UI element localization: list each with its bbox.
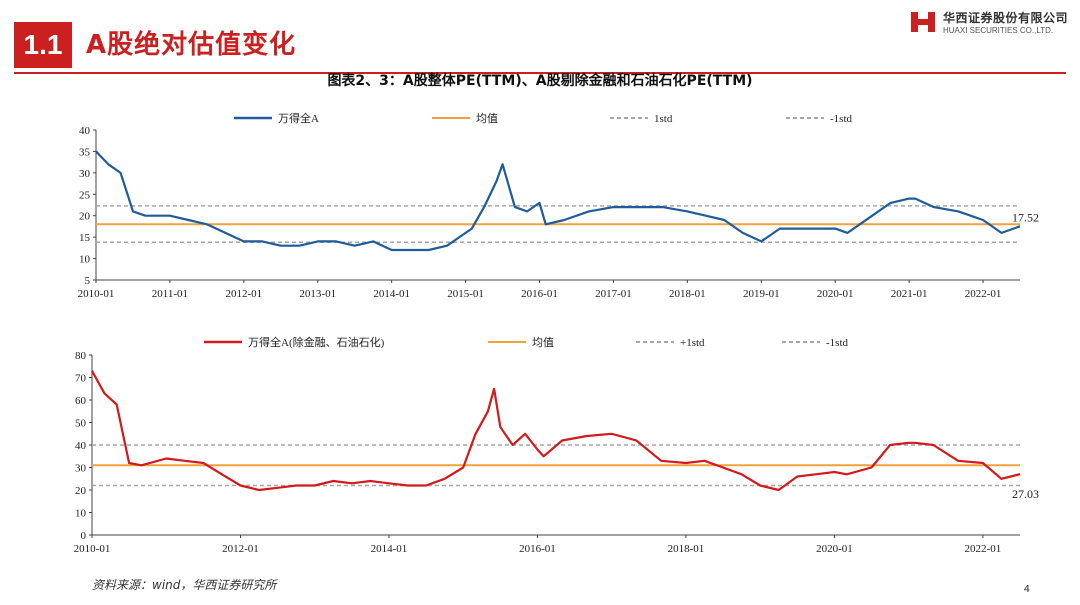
chart1-x-tick-label: 2011-01 <box>152 288 188 300</box>
figure-title: 图表2、3：A股整体PE(TTM)、A股剔除金融和石油石化PE(TTM) <box>327 73 753 89</box>
chart2-y-tick-label: 0 <box>81 530 87 542</box>
chart2-x-tick-label: 2014-01 <box>371 543 408 555</box>
chart2-legend-label-minus-std: -1std <box>826 337 849 349</box>
chart2-x-tick-label: 2016-01 <box>519 543 556 555</box>
chart1-x-tick-label: 2013-01 <box>299 288 336 300</box>
chart1-y-tick-label: 30 <box>79 168 91 180</box>
chart1-y-tick-label: 35 <box>79 146 91 158</box>
company-name-cn: 华西证券股份有限公司 <box>942 11 1068 25</box>
chart2-legend-label-series: 万得全A(除金融、石油石化) <box>248 335 385 349</box>
chart1-legend-label-series: 万得全A <box>278 111 319 125</box>
data-source-note: 资料来源：wind，华西证券研究所 <box>92 578 277 592</box>
chart2-x-tick-label: 2020-01 <box>816 543 853 555</box>
chart1-legend-label-mean: 均值 <box>476 112 498 125</box>
chart1-series-line <box>95 150 1021 252</box>
chart1-x-tick-label: 2019-01 <box>743 288 780 300</box>
chart1-y-tick-label: 10 <box>79 254 91 266</box>
chart1-x-tick-label: 2017-01 <box>595 288 632 300</box>
chart1-y-tick-label: 15 <box>79 232 91 244</box>
page-number: 4 <box>1023 584 1030 595</box>
chart2-legend-label-plus-std: +1std <box>680 337 705 349</box>
chart1-x-tick-label: 2022-01 <box>965 288 1002 300</box>
chart2-y-tick-label: 70 <box>75 373 87 385</box>
chart2-series-line <box>91 370 1021 492</box>
chart1-x-tick-label: 2016-01 <box>521 288 558 300</box>
chart1-legend-label-minus-std: -1std <box>830 113 853 125</box>
chart1-x-tick-label: 2018-01 <box>669 288 706 300</box>
chart2-legend-label-mean: 均值 <box>532 336 554 349</box>
chart1-x-tick-label: 2015-01 <box>447 288 484 300</box>
chart1-x-tick-label: 2010-01 <box>78 288 115 300</box>
pe-ttm-chart-all-a: 5 10 15 20 25 30 35 40 2010-01 2011-01 2012-01 2013… <box>78 111 1039 300</box>
chart1-legend-label-plus-std: 1std <box>654 113 673 125</box>
company-name-en: HUAXI SECURITIES CO.,LTD. <box>942 26 1054 35</box>
chart2-y-tick-label: 50 <box>75 418 87 430</box>
chart2-y-tick-label: 10 <box>75 508 87 520</box>
header-divider <box>14 72 1066 74</box>
chart1-last-value-label: 17.52 <box>1012 210 1039 224</box>
page-title: A股绝对估值变化 <box>86 30 297 60</box>
chart2-y-tick-label: 20 <box>75 485 87 497</box>
company-logo: 华西证券股份有限公司 HUAXI SECURITIES CO.,LTD. <box>909 8 1068 36</box>
chart2-last-value-label: 27.03 <box>1012 487 1039 501</box>
chart1-x-tick-label: 2012-01 <box>226 288 263 300</box>
chart2-x-tick-label: 2012-01 <box>222 543 259 555</box>
chart1-x-tick-label: 2014-01 <box>373 288 410 300</box>
chart1-x-tick-label: 2021-01 <box>891 288 928 300</box>
chart2-y-tick-label: 40 <box>75 440 87 452</box>
chart1-y-tick-label: 20 <box>79 211 91 223</box>
chart2-x-tick-label: 2010-01 <box>74 543 111 555</box>
chart1-x-tick-label: 2020-01 <box>817 288 854 300</box>
chart2-y-tick-label: 80 <box>75 350 87 362</box>
chart2-x-tick-label: 2018-01 <box>668 543 705 555</box>
chart1-y-tick-label: 5 <box>85 275 91 287</box>
chart2-y-tick-label: 30 <box>75 463 87 475</box>
chart2-y-tick-label: 60 <box>75 395 87 407</box>
huaxi-logo-icon <box>910 12 935 32</box>
section-number-badge: 1.1 <box>14 22 72 68</box>
pe-ttm-chart-ex-fin-petro: 0 10 20 30 40 50 60 70 80 2010-01 2012-01 2014-01 20… <box>74 335 1039 555</box>
chart1-y-tick-label: 40 <box>79 125 91 137</box>
chart2-x-tick-label: 2022-01 <box>965 543 1002 555</box>
chart1-y-tick-label: 25 <box>79 189 91 201</box>
